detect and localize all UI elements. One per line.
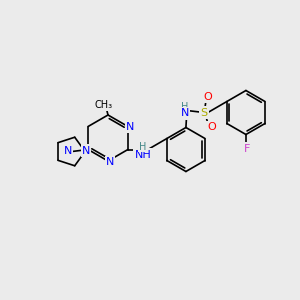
Text: N: N <box>126 122 134 131</box>
Text: O: O <box>208 122 216 133</box>
Text: CH₃: CH₃ <box>95 100 113 110</box>
Text: F: F <box>244 143 250 154</box>
Text: N: N <box>106 157 114 167</box>
Text: N: N <box>181 109 189 118</box>
Text: H: H <box>181 103 189 112</box>
Text: N: N <box>64 146 72 157</box>
Text: N: N <box>82 146 90 155</box>
Text: S: S <box>200 107 208 118</box>
Text: H: H <box>139 142 147 152</box>
Text: O: O <box>203 92 212 101</box>
Text: NH: NH <box>134 149 151 160</box>
